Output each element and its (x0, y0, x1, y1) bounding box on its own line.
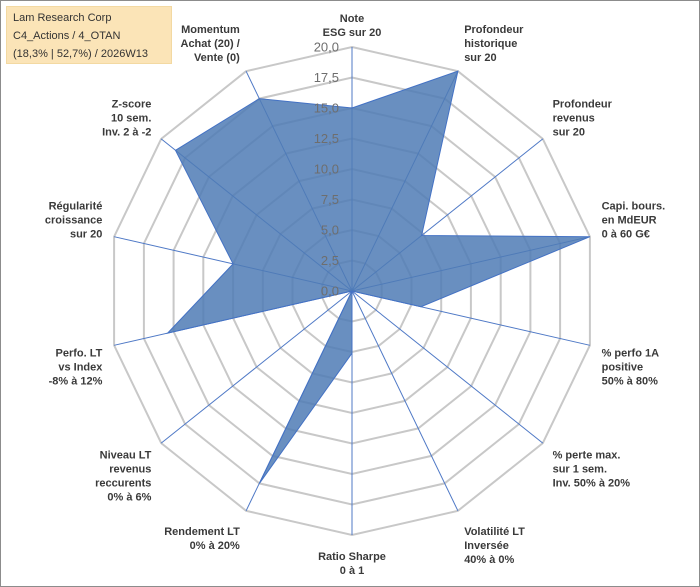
title-line-2: C4_Actions / 4_OTAN (13, 30, 121, 42)
category-label: Régularité croissance sur 20 (45, 201, 102, 241)
tick-label: 7,5 (321, 192, 339, 207)
tick-label: 17,5 (314, 70, 339, 85)
category-labels: Note ESG sur 20 Profondeur historique sur 20… (45, 13, 665, 577)
axis-spoke (351, 290, 544, 444)
category-label: Note ESG sur 20 (323, 13, 382, 39)
category-label: Z-score 10 sem. Inv. 2 à -2 (102, 99, 151, 139)
tick-label: 0,0 (321, 284, 339, 299)
category-label: Capi. bours. en MdEUR 0 à 60 G€ (602, 201, 666, 241)
category-label: Profondeur historique sur 20 (464, 24, 524, 64)
tick-labels: 0,0 2,5 5,0 7,5 10,0 12,5 15,0 17,5 20,0 (314, 40, 339, 299)
tick-label: 2,5 (321, 253, 339, 268)
series-area (166, 70, 591, 484)
category-label: % perfo 1A positive 50% à 80% (602, 348, 660, 388)
category-label: Profondeur revenus sur 20 (553, 99, 613, 139)
category-label: Volatilité LT Inversée 40% à 0% (464, 526, 525, 566)
title-line-3: (18,3% | 52,7%) / 2026W13 (13, 48, 148, 60)
category-label: Perfo. LT vs Index -8% à 12% (49, 348, 104, 388)
tick-label: 12,5 (314, 131, 339, 146)
category-label: % perte max. sur 1 sem. Inv. 50% à 20% (553, 449, 631, 489)
chart-title-box: Lam Research Corp C4_Actions / 4_OTAN (1… (6, 6, 172, 64)
category-label: Niveau LT revenus reccurents 0% à 6% (95, 449, 152, 503)
data-series (166, 70, 591, 484)
tick-label: 10,0 (314, 162, 339, 177)
axis-spoke (351, 290, 459, 512)
tick-label: 15,0 (314, 101, 339, 116)
category-label: Ratio Sharpe 0 à 1 (318, 551, 386, 577)
axis-spoke (160, 290, 353, 444)
tick-label: 5,0 (321, 223, 339, 238)
tick-label: 20,0 (314, 40, 339, 55)
category-label: Rendement LT 0% à 20% (164, 526, 240, 552)
title-line-1: Lam Research Corp (13, 12, 112, 24)
category-label: Momentum Achat (20) / Vente (0) (181, 24, 241, 64)
